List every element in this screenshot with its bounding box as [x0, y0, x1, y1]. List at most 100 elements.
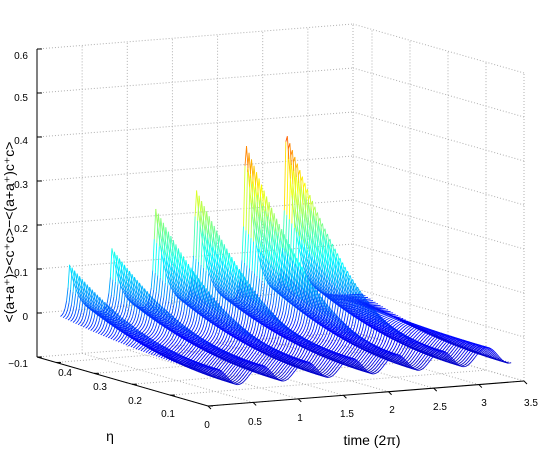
surface-curve-segment: [437, 339, 440, 342]
surface-curve-segment: [446, 357, 449, 360]
surface-curve-segment: [368, 358, 371, 361]
surface-curve-segment: [485, 350, 488, 353]
surface-curve-segment: [268, 369, 271, 373]
surface-curve-segment: [332, 347, 335, 351]
surface-curve-segment: [421, 356, 424, 360]
surface-curve-segment: [279, 375, 282, 378]
surface-curve-segment: [207, 361, 210, 364]
surface-curve-segment: [211, 367, 214, 369]
surface-curve-segment: [304, 357, 307, 361]
surface-curve-segment: [232, 349, 235, 353]
surface-curve-segment: [240, 372, 243, 375]
surface-curve-segment: [321, 343, 325, 347]
surface-curve-segment: [250, 356, 253, 360]
surface-curve-segment: [302, 364, 305, 367]
surface-curve-segment: [354, 366, 357, 368]
surface-curve-segment: [444, 345, 447, 349]
surface-curve-segment: [261, 372, 264, 375]
surface-curve-segment: [464, 352, 467, 355]
grid-line: [36, 111, 354, 138]
surface-curve-segment: [332, 362, 335, 365]
surface-curve-segment: [415, 347, 418, 349]
surface-curve-segment: [408, 346, 411, 348]
surface-curve-segment: [440, 342, 444, 345]
surface-curve-segment: [459, 357, 463, 361]
surface-curve-segment: [321, 368, 324, 371]
surface-curve-segment: [417, 368, 420, 370]
surface-curve-segment: [256, 370, 259, 373]
surface-curve-segment: [361, 351, 364, 354]
surface-curve-segment: [495, 353, 498, 356]
surface-curve-segment: [239, 343, 243, 348]
surface-curve-segment: [312, 367, 315, 370]
surface-curve-segment: [317, 356, 320, 360]
surface-curve-segment: [281, 379, 284, 381]
surface-curve-segment: [338, 347, 341, 351]
surface-curve-segment: [285, 368, 288, 371]
surface-curve-segment: [229, 366, 232, 369]
surface-curve-segment: [488, 353, 491, 356]
surface-curve-segment: [279, 364, 282, 367]
surface-curve-segment: [405, 347, 408, 351]
surface-curve-segment: [412, 356, 415, 359]
surface-curve-segment: [325, 357, 327, 359]
surface-curve-segment: [493, 352, 496, 355]
surface-curve-segment: [491, 354, 494, 357]
surface-curve-segment: [242, 353, 246, 357]
surface-curve-segment: [217, 365, 220, 368]
surface-curve-segment: [299, 366, 302, 368]
surface-curve-segment: [228, 380, 231, 382]
surface-curve-segment: [363, 356, 366, 360]
grid-line: [36, 23, 354, 50]
grid-line: [36, 67, 354, 94]
surface-curve-segment: [230, 379, 233, 382]
surface-curve-segment: [405, 360, 408, 363]
surface-curve-segment: [463, 356, 467, 360]
surface-curve-segment: [360, 360, 363, 363]
surface-curve-segment: [265, 369, 269, 372]
surface-curve-segment: [230, 369, 233, 372]
surface-curve-segment: [333, 372, 337, 375]
surface-curve-segment: [465, 354, 468, 358]
surface-curve-segment: [329, 361, 333, 365]
surface-curve-segment: [322, 356, 325, 358]
surface-curve-segment: [295, 351, 298, 355]
surface-curve-segment: [482, 346, 485, 350]
surface-curve-segment: [357, 352, 360, 355]
surface-curve-segment: [359, 362, 362, 365]
surface-curve-segment: [325, 362, 329, 366]
surface-curve-segment: [373, 370, 376, 373]
surface-curve-segment: [202, 355, 206, 358]
surface-curve-segment: [294, 353, 297, 357]
surface-curve-segment: [392, 359, 395, 362]
surface-curve-segment: [457, 352, 461, 356]
surface-curve-segment: [367, 370, 370, 372]
surface-curve-segment: [396, 346, 399, 351]
surface-curve-segment: [474, 343, 477, 345]
surface-curve-segment: [347, 348, 350, 352]
surface-curve-segment: [364, 342, 367, 345]
surface-curve-segment: [424, 357, 427, 361]
surface-curve-segment: [306, 368, 309, 371]
surface-curve-segment: [369, 365, 372, 368]
surface-curve-segment: [245, 349, 249, 353]
surface-curve-segment: [456, 360, 460, 363]
surface-curve-segment: [233, 376, 236, 380]
surface-curve-segment: [362, 347, 365, 349]
surface-curve-segment: [250, 351, 254, 355]
surface-curve-segment: [246, 367, 249, 369]
surface-curve-segment: [378, 366, 381, 369]
surface-curve-segment: [320, 361, 324, 364]
surface-curve-segment: [193, 358, 196, 361]
surface-curve-segment: [486, 349, 489, 352]
surface-curve-segment: [403, 360, 406, 363]
surface-curve-segment: [483, 349, 486, 352]
surface-curve-segment: [285, 378, 288, 381]
surface-curve-segment: [290, 374, 293, 377]
surface-curve-segment: [461, 356, 464, 359]
surface-curve-segment: [284, 379, 287, 382]
surface-curve-segment: [275, 365, 278, 368]
surface-curve-segment: [195, 347, 199, 351]
surface-curve-segment: [476, 346, 479, 349]
